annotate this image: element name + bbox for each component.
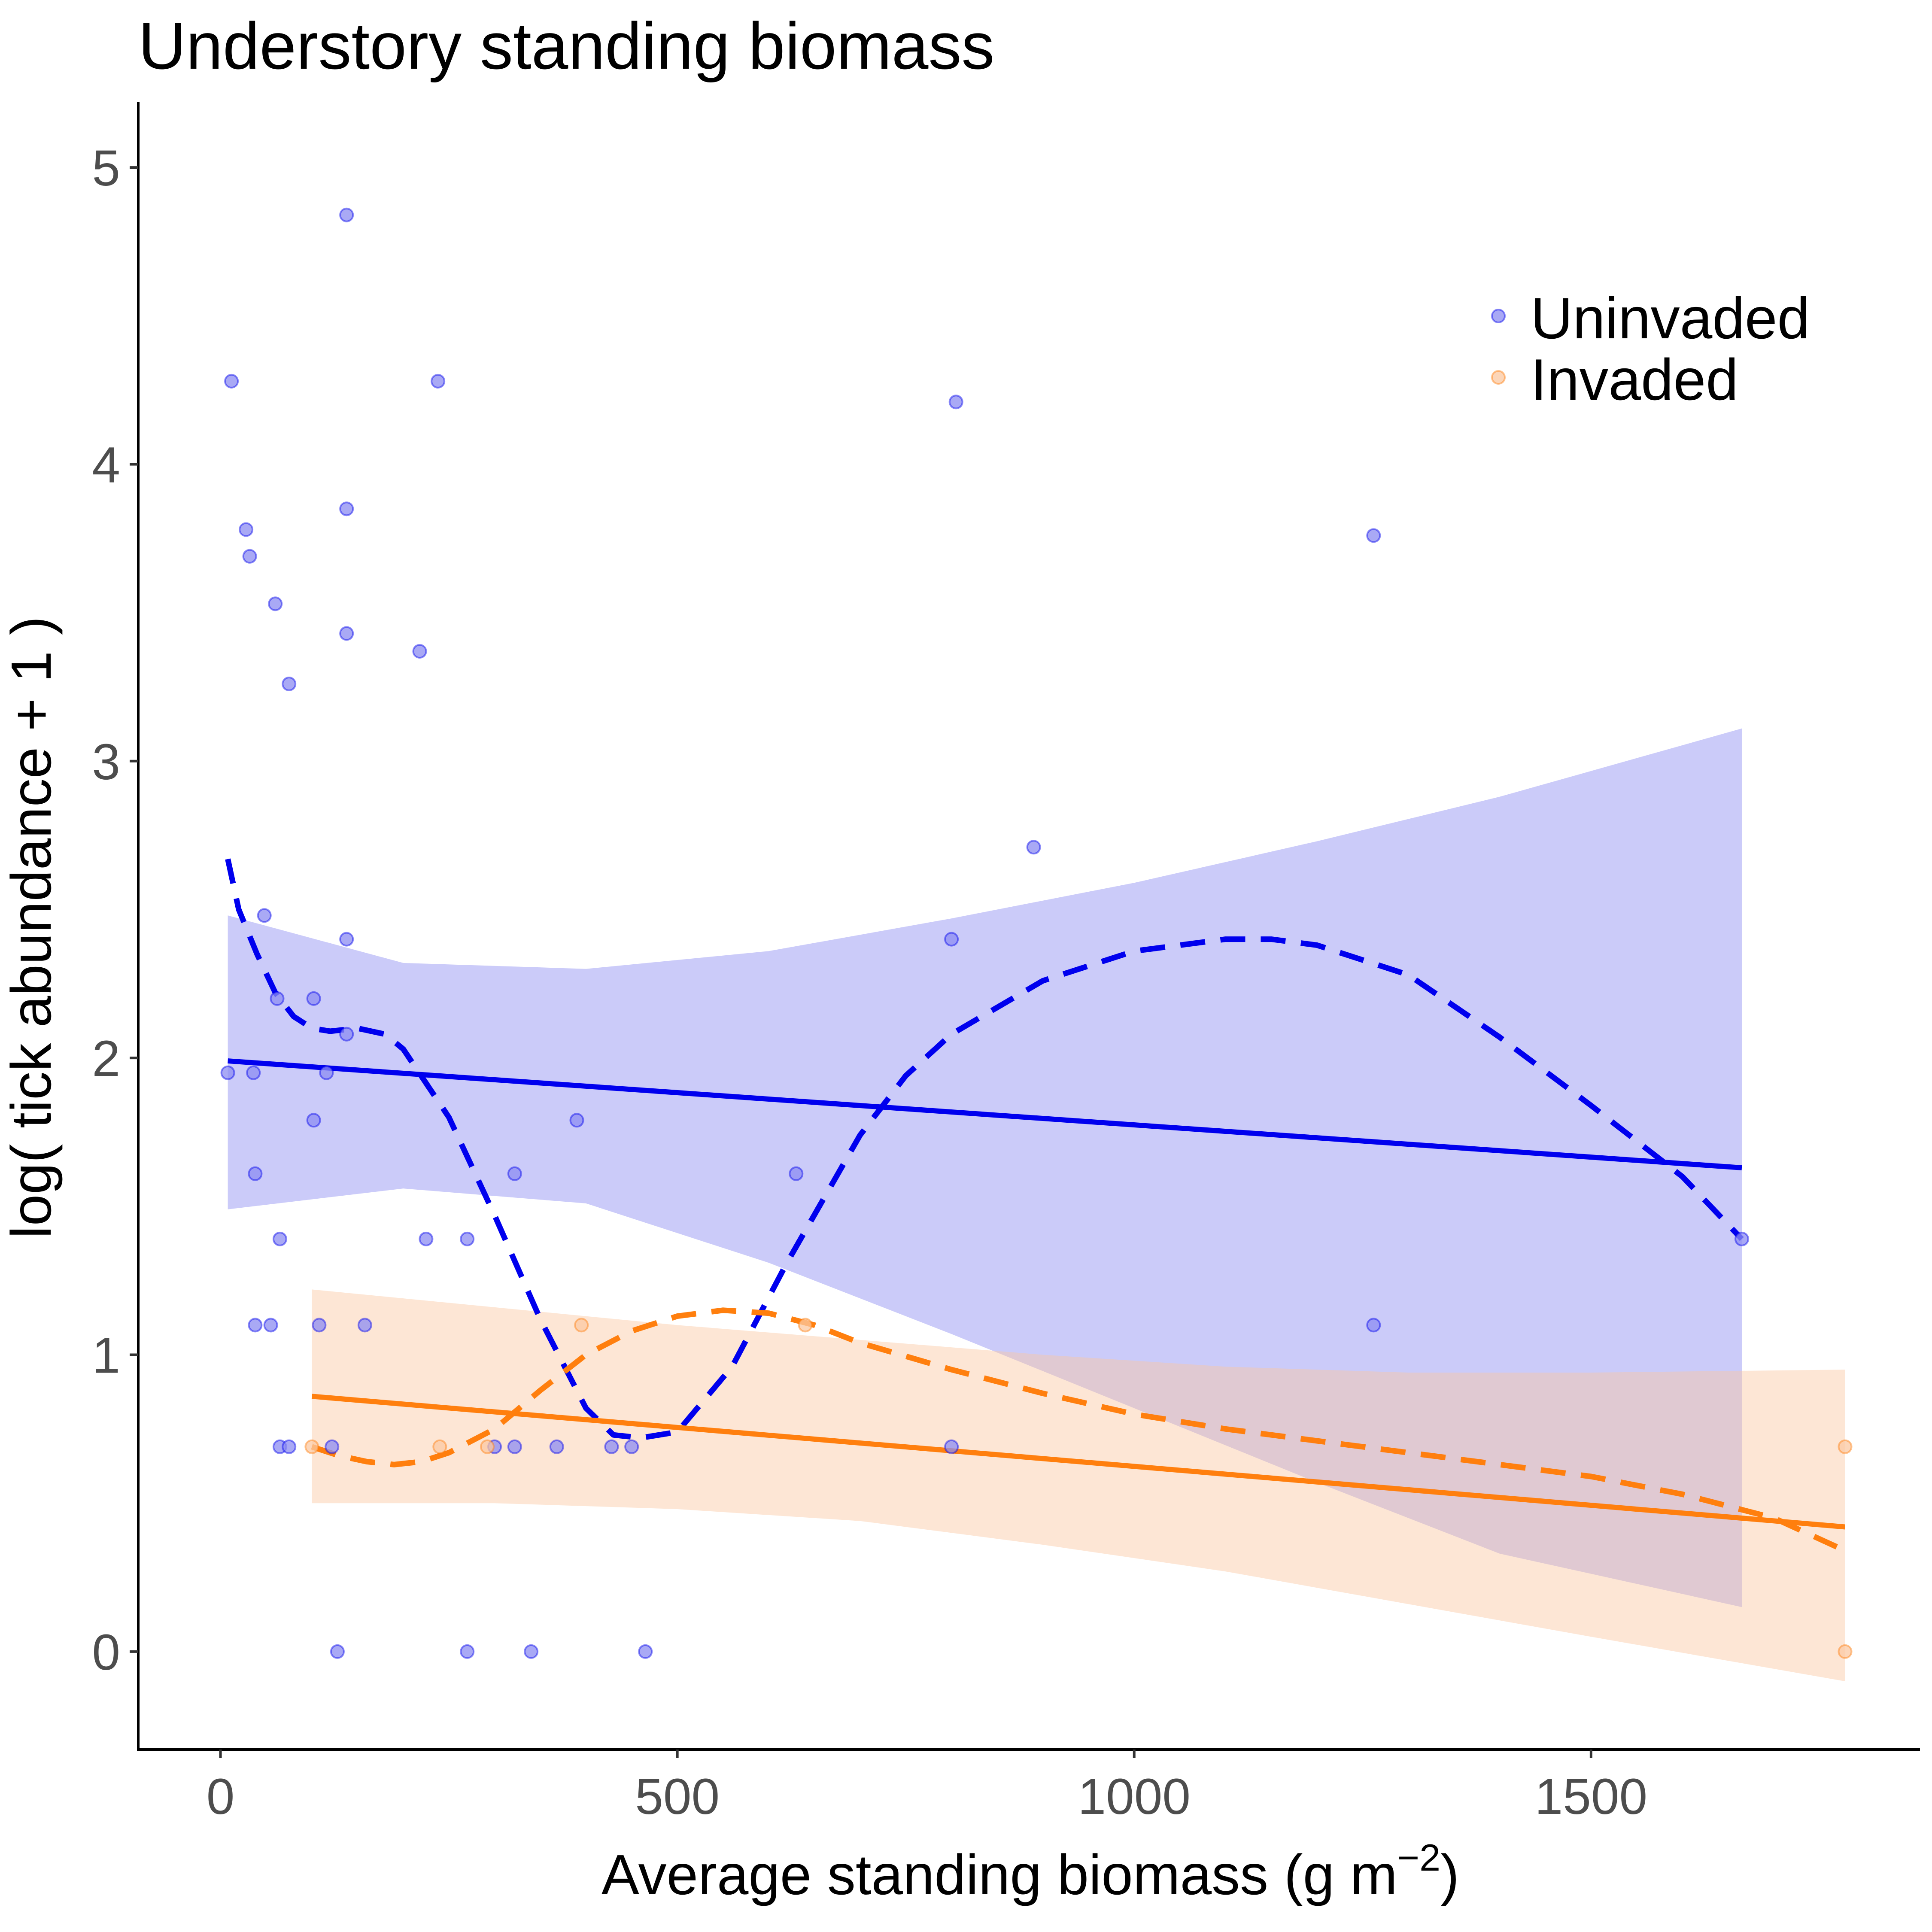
data-point-uninvaded xyxy=(549,1439,564,1454)
data-point-uninvaded xyxy=(1366,528,1381,543)
data-point-uninvaded xyxy=(569,1113,584,1128)
data-point-invaded xyxy=(574,1318,589,1333)
data-point-uninvaded xyxy=(1026,840,1041,855)
data-point-uninvaded xyxy=(339,626,354,641)
data-point-uninvaded xyxy=(339,501,354,516)
data-point-uninvaded xyxy=(944,1439,959,1454)
data-point-uninvaded xyxy=(268,596,283,611)
data-points xyxy=(220,207,1853,1659)
data-point-uninvaded xyxy=(357,1318,372,1333)
data-point-uninvaded xyxy=(789,1166,804,1181)
data-point-uninvaded xyxy=(604,1439,619,1454)
data-point-uninvaded xyxy=(507,1439,522,1454)
data-point-uninvaded xyxy=(624,1439,639,1454)
data-point-uninvaded xyxy=(272,1231,287,1246)
data-point-uninvaded xyxy=(306,1113,321,1128)
x-axis-title-suffix: ) xyxy=(1440,1843,1459,1906)
x-axis-title-main: Average standing biomass (g m xyxy=(601,1843,1397,1906)
data-point-uninvaded xyxy=(412,644,427,659)
confidence-bands xyxy=(228,728,1845,1681)
y-axis-title: log( tick abundance + 1 ) xyxy=(0,616,63,1238)
data-point-uninvaded xyxy=(257,908,272,923)
data-point-invaded xyxy=(798,1318,813,1333)
trend-lines xyxy=(225,858,1847,1553)
y-tick-label: 5 xyxy=(92,140,120,197)
data-point-uninvaded xyxy=(224,374,239,389)
data-point-uninvaded xyxy=(339,1027,354,1042)
data-point-uninvaded xyxy=(524,1644,539,1659)
smooth-fit-line-uninvaded xyxy=(225,858,1744,1441)
data-point-uninvaded xyxy=(460,1231,475,1246)
data-point-uninvaded xyxy=(242,549,257,564)
linear-fit-line-invaded xyxy=(311,1394,1845,1530)
data-point-uninvaded xyxy=(325,1439,340,1454)
y-tick-label: 1 xyxy=(92,1327,120,1384)
y-tick-label: 0 xyxy=(92,1624,120,1681)
data-point-invaded xyxy=(304,1439,319,1454)
x-tick-label: 500 xyxy=(635,1768,720,1825)
y-tick-label: 3 xyxy=(92,734,120,790)
data-point-invaded xyxy=(480,1439,495,1454)
data-point-uninvaded xyxy=(319,1065,334,1080)
legend-label-uninvaded: Uninvaded xyxy=(1531,286,1810,351)
data-point-uninvaded xyxy=(282,1439,297,1454)
data-point-uninvaded xyxy=(339,932,354,947)
data-point-uninvaded xyxy=(1366,1318,1381,1333)
data-point-invaded xyxy=(1838,1439,1853,1454)
chart-title: Understory standing biomass xyxy=(138,9,994,83)
x-axis-title-superscript: −2 xyxy=(1397,1836,1440,1879)
y-tick-label: 4 xyxy=(92,437,120,493)
x-tick-label: 1000 xyxy=(1078,1768,1191,1825)
data-point-uninvaded xyxy=(220,1065,235,1080)
legend-key-invaded xyxy=(1491,370,1506,385)
data-point-uninvaded xyxy=(944,932,959,947)
x-tick-label: 1500 xyxy=(1535,1768,1648,1825)
data-point-invaded xyxy=(432,1439,447,1454)
x-tick-label: 0 xyxy=(207,1768,235,1825)
confidence-band-invaded xyxy=(312,1289,1845,1681)
data-point-uninvaded xyxy=(248,1166,263,1181)
data-point-uninvaded xyxy=(330,1644,345,1659)
data-point-uninvaded xyxy=(339,207,354,222)
y-tick-label: 2 xyxy=(92,1030,120,1087)
data-point-uninvaded xyxy=(246,1065,261,1080)
data-point-uninvaded xyxy=(431,374,446,389)
data-point-uninvaded xyxy=(282,677,297,691)
data-point-uninvaded xyxy=(306,991,321,1006)
legend-label-invaded: Invaded xyxy=(1531,347,1738,412)
data-point-uninvaded xyxy=(248,1318,263,1333)
data-point-uninvaded xyxy=(948,395,963,410)
data-point-uninvaded xyxy=(638,1644,653,1659)
data-point-uninvaded xyxy=(419,1231,434,1246)
x-axis-title: Average standing biomass (g m−2) xyxy=(601,1836,1459,1906)
data-point-uninvaded xyxy=(239,522,254,537)
data-point-uninvaded xyxy=(312,1318,327,1333)
confidence-band-uninvaded xyxy=(228,728,1742,1607)
axes: 0 1 2 3 4 5 0 500 1000 1500 xyxy=(92,102,1920,1825)
data-point-uninvaded xyxy=(263,1318,278,1333)
data-point-uninvaded xyxy=(270,991,285,1006)
legend-key-uninvaded xyxy=(1491,309,1506,323)
data-point-uninvaded xyxy=(460,1644,475,1659)
data-point-uninvaded xyxy=(507,1166,522,1181)
linear-fit-line-uninvaded xyxy=(228,1058,1742,1170)
data-point-uninvaded xyxy=(1735,1231,1749,1246)
data-point-invaded xyxy=(1838,1644,1853,1659)
smooth-fit-line-invaded xyxy=(311,1307,1847,1553)
